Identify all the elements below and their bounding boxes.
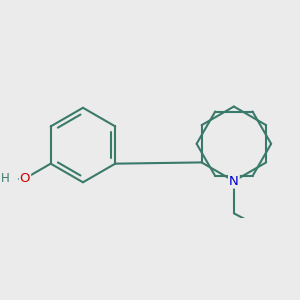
Text: N: N <box>229 175 239 188</box>
Text: O: O <box>20 172 30 185</box>
Text: H: H <box>1 172 9 185</box>
